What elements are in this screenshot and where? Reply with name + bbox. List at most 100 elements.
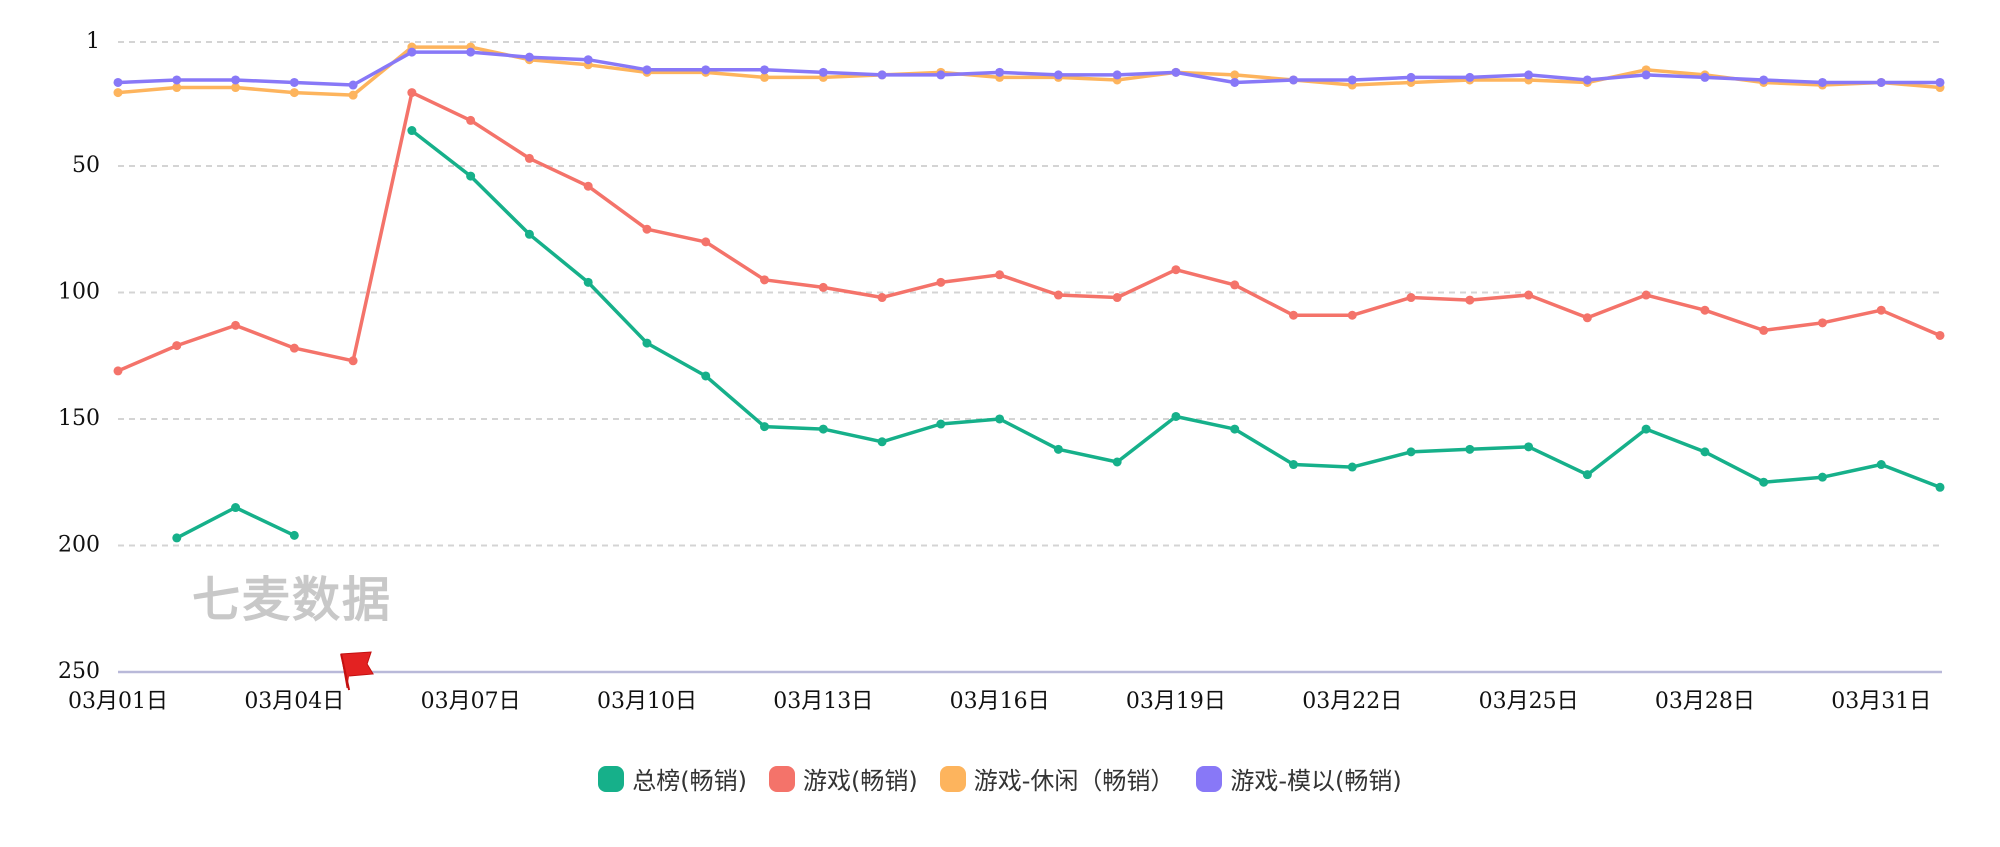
legend-swatch bbox=[939, 765, 966, 792]
data-point bbox=[524, 153, 534, 163]
data-point bbox=[348, 356, 358, 366]
series-4 bbox=[113, 47, 1945, 90]
data-point bbox=[995, 67, 1005, 77]
data-point bbox=[466, 47, 476, 57]
legend-item-4[interactable]: 游戏-模以(畅销) bbox=[1196, 761, 1402, 796]
data-point bbox=[289, 530, 299, 540]
data-point bbox=[466, 115, 476, 125]
series-1 bbox=[172, 126, 1945, 543]
data-point bbox=[1641, 424, 1651, 434]
data-point bbox=[1230, 424, 1240, 434]
data-point bbox=[1053, 444, 1063, 454]
data-point bbox=[172, 83, 182, 93]
data-point bbox=[642, 224, 652, 234]
x-tick-label: 03月13日 bbox=[773, 689, 873, 714]
data-point bbox=[760, 275, 770, 285]
data-point bbox=[1171, 67, 1181, 77]
data-point bbox=[1524, 70, 1534, 80]
data-point bbox=[1347, 310, 1357, 320]
data-point bbox=[1759, 75, 1769, 85]
data-point bbox=[1700, 72, 1710, 82]
data-point bbox=[1876, 305, 1886, 315]
data-point bbox=[1641, 290, 1651, 300]
data-point bbox=[1347, 462, 1357, 472]
data-point bbox=[1465, 295, 1475, 305]
x-tick-label: 03月16日 bbox=[950, 689, 1050, 714]
y-tick-label: 50 bbox=[72, 153, 100, 178]
data-point bbox=[1817, 318, 1827, 328]
legend-label: 游戏-休闲（畅销） bbox=[973, 767, 1175, 795]
data-point bbox=[1053, 290, 1063, 300]
data-point bbox=[1230, 280, 1240, 290]
data-point bbox=[936, 419, 946, 429]
data-point bbox=[1700, 447, 1710, 457]
data-point bbox=[1700, 305, 1710, 315]
data-point bbox=[1406, 293, 1416, 303]
data-point bbox=[936, 70, 946, 80]
legend-swatch bbox=[768, 765, 795, 792]
data-point bbox=[524, 52, 534, 62]
data-point bbox=[113, 77, 123, 87]
legend-item-1[interactable]: 总榜(畅销) bbox=[598, 761, 747, 796]
data-point bbox=[936, 277, 946, 287]
data-point bbox=[995, 270, 1005, 280]
data-point bbox=[1406, 447, 1416, 457]
data-point bbox=[172, 75, 182, 85]
data-point bbox=[760, 72, 770, 82]
data-point bbox=[818, 424, 828, 434]
data-point bbox=[172, 341, 182, 351]
x-tick-label: 03月19日 bbox=[1126, 689, 1226, 714]
legend-swatch bbox=[1196, 765, 1223, 792]
legend-swatch bbox=[598, 765, 625, 792]
flag-marker bbox=[340, 651, 374, 691]
data-point bbox=[231, 83, 241, 93]
series-2 bbox=[113, 88, 1945, 376]
data-point bbox=[583, 181, 593, 191]
legend: 总榜(畅销) 游戏(畅销) 游戏-休闲（畅销） 游戏-模以(畅销) bbox=[0, 761, 2000, 796]
legend-item-2[interactable]: 游戏(畅销) bbox=[768, 761, 918, 796]
data-point bbox=[231, 75, 241, 85]
data-point bbox=[877, 437, 887, 447]
legend-label: 游戏(畅销) bbox=[802, 767, 918, 795]
legend-label: 总榜(畅销) bbox=[632, 767, 747, 795]
data-point bbox=[1935, 330, 1945, 340]
data-point bbox=[818, 67, 828, 77]
data-point bbox=[583, 55, 593, 65]
legend-item-3[interactable]: 游戏-休闲（畅销） bbox=[939, 761, 1175, 796]
x-tick-label: 03月10日 bbox=[597, 689, 697, 714]
data-point bbox=[172, 533, 182, 543]
data-point bbox=[1817, 472, 1827, 482]
y-tick-label: 200 bbox=[58, 532, 100, 557]
data-point bbox=[701, 237, 711, 247]
data-point bbox=[1817, 77, 1827, 87]
series-lines bbox=[113, 42, 1945, 543]
watermark-logo: 七麦数据 bbox=[192, 572, 393, 628]
data-point bbox=[407, 126, 417, 136]
data-point bbox=[877, 70, 887, 80]
data-point bbox=[1876, 460, 1886, 470]
data-point bbox=[1053, 70, 1063, 80]
data-point bbox=[1112, 70, 1122, 80]
data-point bbox=[113, 88, 123, 98]
data-point bbox=[701, 65, 711, 75]
data-point bbox=[289, 77, 299, 87]
data-point bbox=[524, 229, 534, 239]
data-point bbox=[466, 171, 476, 181]
series-line bbox=[410, 128, 1942, 490]
data-point bbox=[289, 88, 299, 98]
data-point bbox=[642, 65, 652, 75]
data-point bbox=[1171, 265, 1181, 275]
data-point bbox=[1876, 77, 1886, 87]
data-point bbox=[760, 65, 770, 75]
data-point bbox=[1759, 325, 1769, 335]
x-tick-label: 03月22日 bbox=[1302, 689, 1402, 714]
data-point bbox=[1582, 75, 1592, 85]
data-point bbox=[1288, 310, 1298, 320]
data-point bbox=[348, 90, 358, 100]
series-line bbox=[116, 45, 1942, 97]
data-point bbox=[1112, 457, 1122, 467]
grid-lines bbox=[118, 41, 1942, 674]
series-line bbox=[175, 505, 297, 540]
